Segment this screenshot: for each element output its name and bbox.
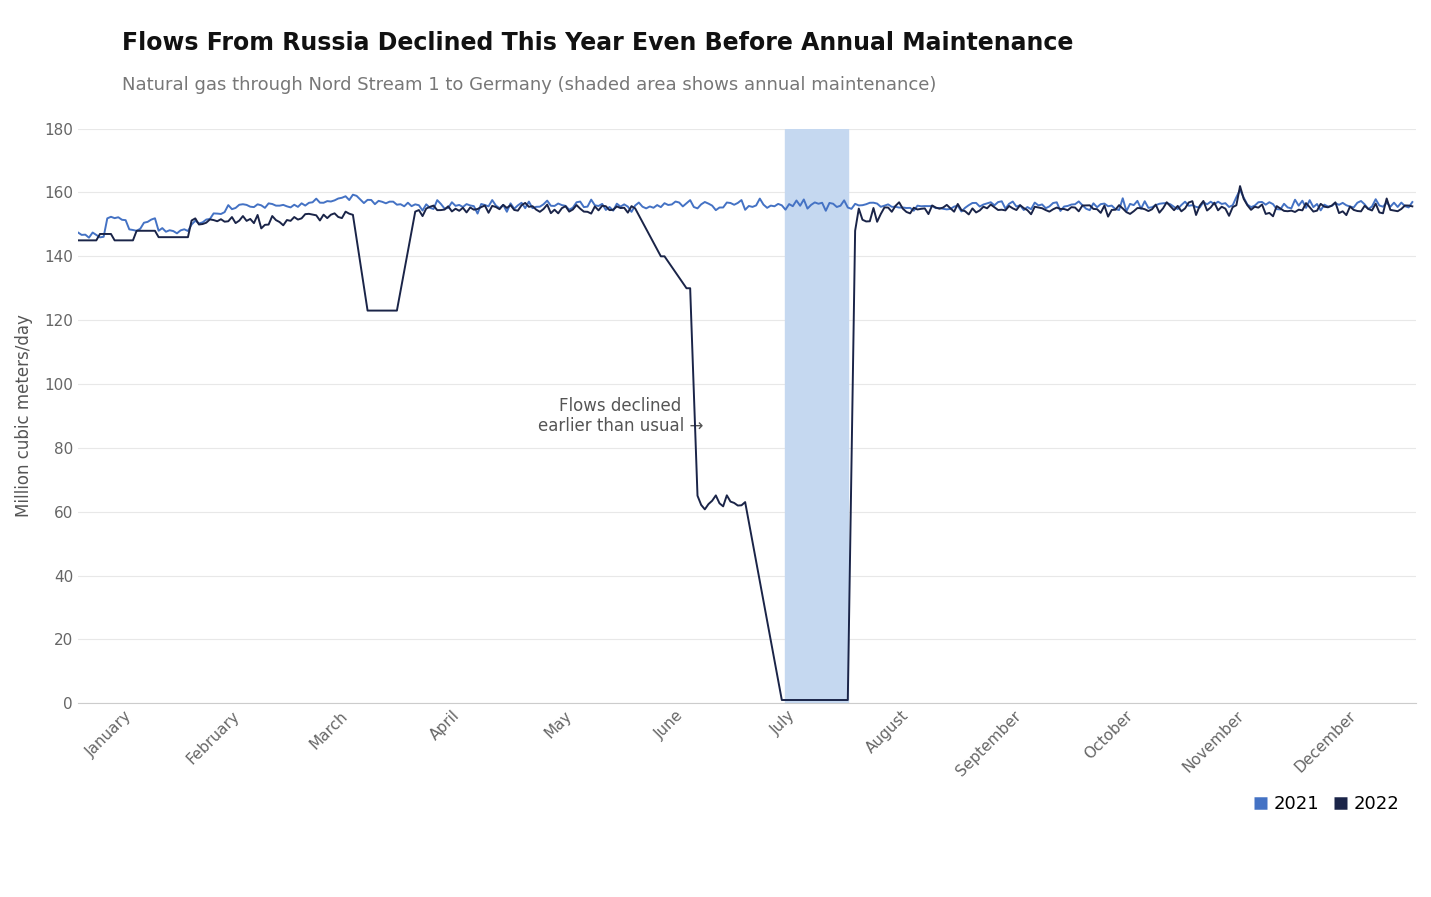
Text: Flows declined
earlier than usual →: Flows declined earlier than usual → <box>538 396 703 435</box>
Y-axis label: Million cubic meters/day: Million cubic meters/day <box>14 315 33 518</box>
Text: Flows From Russia Declined This Year Even Before Annual Maintenance: Flows From Russia Declined This Year Eve… <box>122 31 1073 56</box>
Legend: 2021, 2022: 2021, 2022 <box>1246 788 1407 821</box>
Text: Natural gas through Nord Stream 1 to Germany (shaded area shows annual maintenan: Natural gas through Nord Stream 1 to Ger… <box>122 76 936 94</box>
Bar <box>786 128 847 703</box>
